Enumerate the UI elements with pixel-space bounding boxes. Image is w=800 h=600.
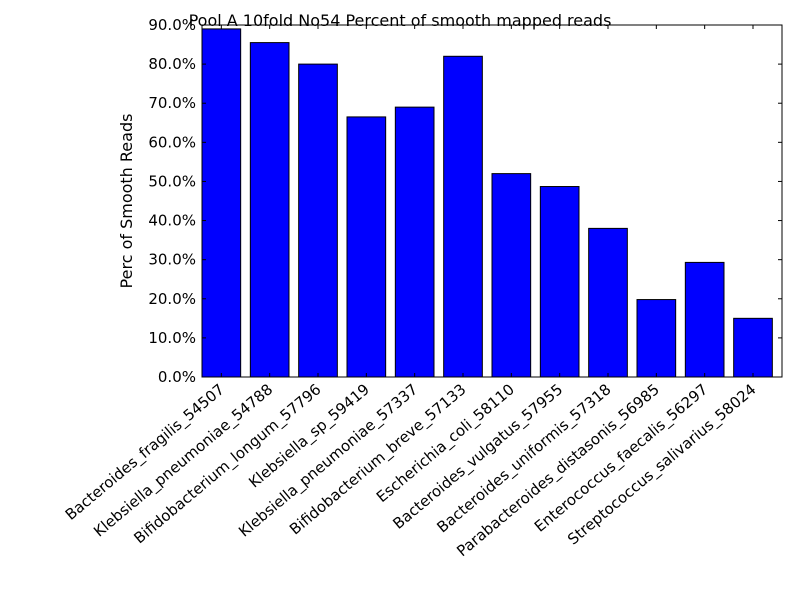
y-ticks-group: 0.0% 10.0% 20.0% 30.0% 40.0% 50.0% 60.0% 70.0% 8… [148,16,782,386]
bar-0 [201,28,242,378]
bar-3 [346,116,387,378]
bar-11 [733,317,773,378]
bar-10 [684,261,725,378]
y-tick-label: 90.0% [148,16,196,34]
y-tick-label: 50.0% [148,172,196,190]
bar-4 [394,106,435,378]
plot-frame [201,24,783,378]
y-tick-label: 0.0% [158,368,196,386]
bar-1 [249,42,290,378]
y-tick-label: 70.0% [148,94,196,112]
y-tick-label: 20.0% [148,290,196,308]
bar-2 [298,63,338,378]
bar-8 [588,227,628,378]
chart-title: Pool A 10fold No54 Percent of smooth map… [189,11,612,30]
bar-5 [443,55,483,378]
y-tick-label: 30.0% [148,251,196,269]
y-tick-label: 80.0% [148,55,196,73]
y-tick-label: 10.0% [148,329,196,347]
bar-9 [636,299,677,378]
bars-group [201,28,773,378]
bar-7 [539,186,580,378]
y-tick-label: 60.0% [148,133,196,151]
y-axis-label: Perc of Smooth Reads [117,114,136,289]
y-tick-label: 40.0% [148,212,196,230]
bar-6 [491,173,532,378]
